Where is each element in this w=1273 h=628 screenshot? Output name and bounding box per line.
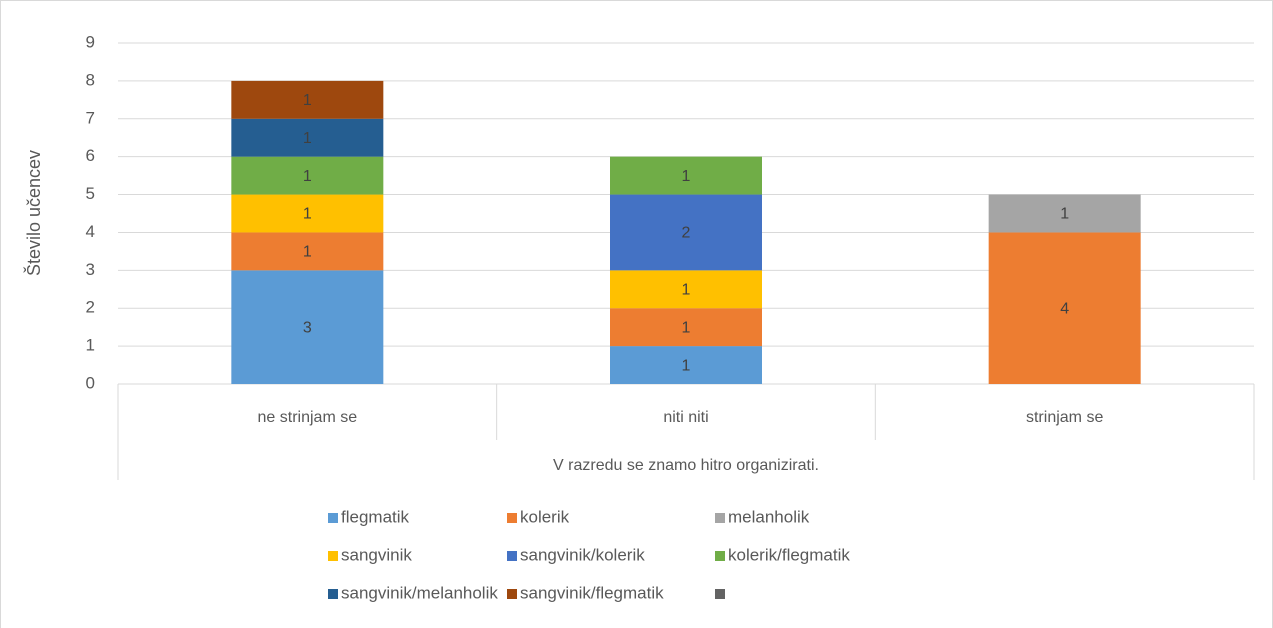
data-label: 1 (682, 168, 691, 185)
bar-segment (988, 232, 1141, 384)
bar-segment (610, 270, 762, 309)
data-label: 1 (303, 168, 312, 185)
data-label: 1 (303, 244, 312, 261)
legend-swatch (507, 589, 517, 599)
legend-label: sangvinik/kolerik (520, 545, 645, 564)
bar-segment (231, 118, 384, 157)
data-label: 1 (303, 130, 312, 147)
data-label: 4 (1060, 300, 1069, 317)
legend-label: melanholik (728, 507, 810, 526)
data-label: 1 (682, 281, 691, 298)
y-tick-label: 6 (86, 146, 95, 165)
data-label: 1 (682, 319, 691, 336)
y-axis-title: Število učencev (23, 150, 44, 276)
data-label: 3 (303, 319, 312, 336)
y-tick-label: 3 (86, 260, 95, 279)
data-label: 1 (682, 357, 691, 374)
legend-label: sangvinik (341, 545, 412, 564)
bar-segment (610, 156, 762, 195)
y-tick-label: 9 (86, 32, 95, 51)
y-tick-label: 1 (86, 336, 95, 355)
legend-swatch (328, 589, 338, 599)
y-tick-label: 7 (86, 108, 95, 127)
legend-swatch (328, 551, 338, 561)
data-label: 1 (303, 206, 312, 223)
y-tick-label: 8 (86, 70, 95, 89)
legend-swatch (715, 589, 725, 599)
bar-segment (610, 308, 762, 347)
legend-swatch (715, 551, 725, 561)
legend-swatch (507, 551, 517, 561)
x-tick-label: niti niti (663, 409, 708, 426)
y-tick-label: 5 (86, 184, 95, 203)
bar-segment (231, 80, 384, 119)
legend-label: kolerik/flegmatik (728, 545, 850, 564)
y-tick-label: 4 (86, 222, 95, 241)
x-axis-title: V razredu se znamo hitro organizirati. (553, 457, 819, 474)
bar-segment (231, 156, 384, 195)
legend-swatch (715, 513, 725, 523)
x-tick-label: strinjam se (1026, 409, 1103, 426)
data-label: 1 (1060, 206, 1069, 223)
y-tick-label: 2 (86, 298, 95, 317)
data-label: 1 (303, 92, 312, 109)
legend-swatch (507, 513, 517, 523)
legend-label: flegmatik (341, 507, 410, 526)
legend-label: kolerik (520, 507, 570, 526)
legend-swatch (328, 513, 338, 523)
legend-label: sangvinik/melanholik (341, 583, 498, 602)
bar-segment (231, 270, 384, 384)
legend-label: sangvinik/flegmatik (520, 583, 664, 602)
bar-segment (231, 194, 384, 233)
data-label: 2 (682, 225, 691, 242)
bar-segment (988, 194, 1141, 233)
bar-segment (610, 346, 762, 384)
bar-segment (610, 194, 762, 271)
bar-segment (231, 232, 384, 271)
x-tick-label: ne strinjam se (258, 409, 358, 426)
y-tick-label: 0 (86, 373, 95, 392)
